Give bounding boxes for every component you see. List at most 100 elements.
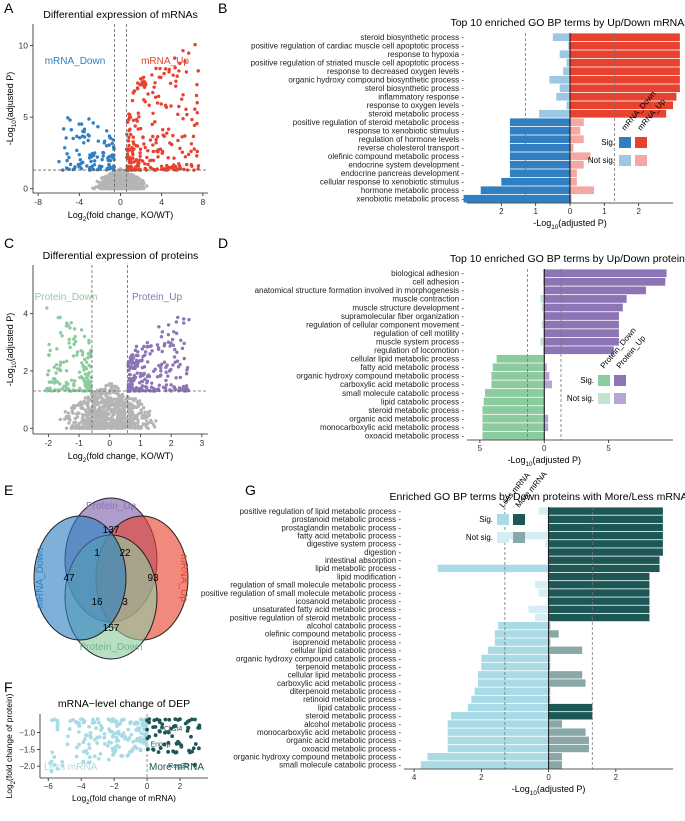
- bar-more: [548, 597, 650, 605]
- data-point: [85, 381, 90, 385]
- data-point: [122, 402, 127, 406]
- down-label: Protein_Down: [35, 292, 98, 303]
- data-point: [159, 75, 163, 80]
- data-point: [137, 177, 142, 181]
- data-point: [134, 738, 139, 743]
- data-point: [88, 425, 93, 429]
- data-point: [108, 388, 112, 393]
- data-point: [195, 101, 199, 105]
- panel-a-volcano-mrna: Differential expression of mRNAs -8 -4 0 4 8 0…: [5, 9, 208, 223]
- data-point: [156, 750, 161, 755]
- data-point: [150, 381, 154, 385]
- y-tick-label: 5: [23, 112, 28, 122]
- category-label: fatty acid metabolic process -: [360, 363, 464, 372]
- data-point: [55, 727, 60, 732]
- data-point: [88, 735, 93, 740]
- bar-up: [570, 194, 572, 203]
- data-point: [154, 66, 158, 71]
- data-point: [137, 738, 142, 743]
- data-point: [181, 93, 185, 97]
- data-point: [147, 720, 151, 725]
- data-point: [95, 155, 100, 159]
- data-point: [135, 163, 140, 167]
- data-point: [86, 426, 90, 430]
- data-point: [82, 334, 87, 339]
- x-tick-label: −6: [44, 782, 54, 791]
- bar-up: [570, 160, 584, 169]
- data-point: [196, 164, 201, 168]
- category-label: positive regulation of steroid metabolic…: [230, 613, 402, 622]
- data-point: [160, 151, 164, 155]
- category-label: oxoacid metabolic process -: [365, 432, 464, 441]
- data-point: [75, 353, 79, 357]
- data-point: [140, 365, 145, 370]
- data-point: [87, 419, 91, 423]
- bar-less: [471, 695, 549, 704]
- data-point: [102, 418, 106, 423]
- data-point: [146, 373, 151, 377]
- data-point: [151, 747, 156, 752]
- category-label: regulation of cellular component movemen…: [306, 320, 464, 329]
- bar-up: [544, 295, 627, 303]
- x-tick-label: 2: [499, 207, 504, 216]
- data-point: [81, 759, 86, 764]
- data-point: [84, 360, 89, 364]
- data-point: [146, 149, 150, 153]
- data-point: [77, 122, 81, 126]
- data-point: [66, 116, 70, 120]
- data-point: [82, 378, 86, 383]
- bar-down: [496, 354, 545, 363]
- bar-down: [501, 177, 570, 186]
- data-point: [132, 421, 137, 425]
- category-label: digestive system process -: [307, 540, 402, 549]
- bar-more: [548, 622, 551, 630]
- data-point: [138, 425, 143, 429]
- legend-not-sig: Not sig.: [567, 394, 594, 403]
- data-point: [74, 412, 79, 416]
- data-point: [141, 75, 146, 80]
- gene-point: [192, 762, 197, 767]
- panel-g-go-bar-down-proteins: Enriched GO BP terms by Down proteins wi…: [201, 469, 685, 797]
- data-point: [95, 395, 100, 400]
- data-point: [96, 402, 100, 406]
- data-point: [146, 747, 150, 752]
- data-point: [86, 395, 90, 399]
- data-point: [83, 420, 88, 425]
- data-point: [135, 87, 140, 91]
- data-point: [195, 111, 200, 115]
- data-point: [82, 127, 87, 131]
- data-point: [132, 398, 136, 403]
- data-point: [89, 375, 94, 380]
- venn-count-protein-down-mrna-up: 3: [122, 597, 128, 608]
- bar-up: [570, 186, 595, 195]
- data-point: [109, 740, 113, 745]
- data-point: [86, 138, 90, 143]
- data-point: [114, 186, 119, 190]
- data-point: [77, 742, 82, 747]
- chart-title: Top 10 enriched GO BP terms by Up/Down p…: [450, 253, 685, 265]
- data-point: [153, 733, 158, 738]
- data-point: [103, 415, 107, 419]
- bar-less: [488, 646, 549, 654]
- bar-more: [548, 548, 663, 556]
- data-point: [131, 118, 136, 122]
- data-point: [69, 320, 73, 325]
- data-point: [92, 163, 97, 167]
- data-point: [112, 406, 117, 410]
- data-point: [55, 724, 60, 729]
- data-point: [186, 152, 191, 157]
- data-point: [110, 426, 114, 430]
- data-point: [181, 48, 185, 53]
- data-point: [73, 339, 78, 344]
- data-point: [151, 134, 155, 139]
- data-point: [87, 724, 92, 729]
- x-tick-label: 2: [479, 773, 484, 782]
- data-point: [185, 729, 190, 733]
- data-point: [128, 720, 133, 725]
- data-point: [189, 149, 193, 154]
- data-point: [171, 73, 175, 77]
- data-point: [145, 379, 150, 383]
- panel-c-volcano-protein: Differential expression of proteins -2 -1 0…: [5, 250, 208, 464]
- data-point: [50, 750, 55, 755]
- data-point: [108, 729, 112, 734]
